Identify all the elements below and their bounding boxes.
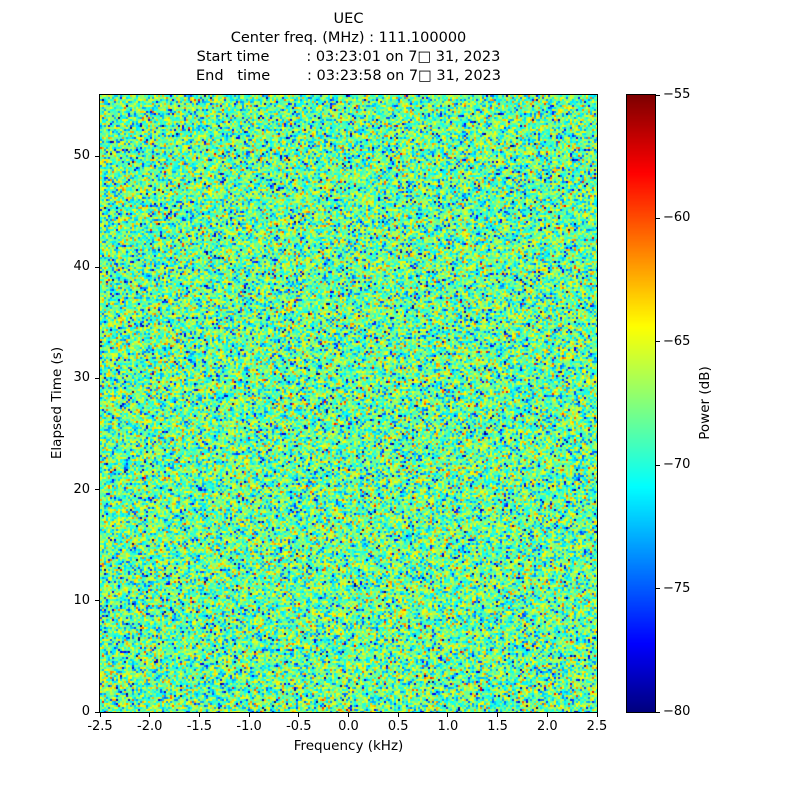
x-tick-label: -0.5 <box>286 719 312 734</box>
x-tick-label: -1.0 <box>236 719 262 734</box>
title-block: UEC Center freq. (MHz) : 111.100000 Star… <box>100 10 597 86</box>
x-tick <box>198 713 200 717</box>
x-axis-label: Frequency (kHz) <box>293 738 404 754</box>
colorbar-tick-label: −70 <box>663 457 691 473</box>
colorbar-tick <box>656 341 660 343</box>
y-tick <box>95 489 99 491</box>
colorbar-tick <box>656 217 660 219</box>
x-tick-label: 1.0 <box>437 719 459 734</box>
x-tick <box>397 713 399 717</box>
y-axis-label: Elapsed Time (s) <box>49 346 65 460</box>
colorbar-tick <box>656 94 660 96</box>
colorbar-tick-label: −65 <box>663 333 691 349</box>
x-tick-label: 0.5 <box>387 719 409 734</box>
y-tick-label: 0 <box>81 704 90 719</box>
y-tick <box>95 377 99 379</box>
subtitle-center-freq: Center freq. (MHz) : 111.100000 <box>230 30 467 46</box>
x-tick <box>248 713 250 717</box>
x-tick <box>546 713 548 717</box>
x-tick-label: 0.0 <box>338 719 359 734</box>
colorbar-gradient <box>626 94 656 713</box>
x-tick <box>497 713 499 717</box>
x-tick <box>99 713 101 717</box>
x-tick <box>298 713 300 717</box>
colorbar-tick <box>656 464 660 466</box>
x-tick <box>596 713 598 717</box>
colorbar-tick-label: −80 <box>663 704 691 719</box>
x-tick-label: 1.5 <box>487 719 508 734</box>
x-tick-label: 2.0 <box>536 719 558 734</box>
x-tick <box>149 713 151 717</box>
plot-title: UEC <box>333 11 364 27</box>
y-tick-label: 10 <box>73 592 90 608</box>
spectrogram-heatmap <box>99 94 598 713</box>
y-tick <box>95 711 99 713</box>
x-tick-label: 2.5 <box>586 719 608 734</box>
y-tick <box>95 266 99 268</box>
colorbar-tick-label: −75 <box>663 580 691 596</box>
y-tick <box>95 155 99 157</box>
y-tick <box>95 600 99 602</box>
subtitle-end-time: End time : 03:23:58 on 7□ 31, 2023 <box>195 68 502 84</box>
colorbar-tick <box>656 711 660 713</box>
x-tick <box>348 713 349 717</box>
colorbar-tick-label: −55 <box>663 87 691 102</box>
colorbar-tick-label: −60 <box>663 210 691 226</box>
subtitle-start-time: Start time : 03:23:01 on 7□ 31, 2023 <box>196 49 501 65</box>
x-tick-label: -2.5 <box>87 719 113 734</box>
x-tick <box>447 713 449 717</box>
y-tick-label: 30 <box>73 370 90 386</box>
y-tick-label: 40 <box>73 259 90 275</box>
y-tick-label: 20 <box>73 481 90 497</box>
x-tick-label: -2.0 <box>137 719 163 734</box>
y-tick-label: 50 <box>73 148 90 164</box>
x-tick-label: -1.5 <box>186 719 213 734</box>
colorbar-label: Power (dB) <box>697 366 713 440</box>
colorbar-tick <box>656 588 660 590</box>
